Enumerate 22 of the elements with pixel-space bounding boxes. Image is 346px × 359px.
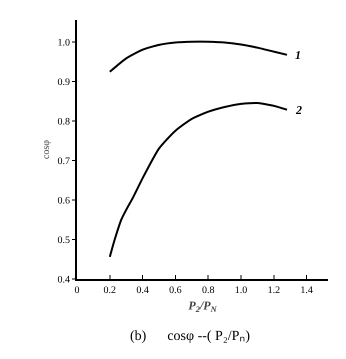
y-tick-label: 0.7: [58, 156, 70, 167]
y-axis-title: cosφ: [41, 140, 52, 160]
y-tick-label: 0.6: [58, 195, 70, 206]
x-tick-label: 0.2: [104, 285, 116, 296]
line-series: [108, 102, 288, 258]
y-tick-label: 0.8: [58, 116, 70, 128]
line-series: [108, 40, 288, 73]
x-tick-label: 0.6: [169, 285, 182, 296]
x-tick-label: 0.8: [202, 285, 214, 296]
y-tick-label: 0.9: [58, 76, 70, 88]
text: (b) cosφ --( P₂/Pₙ): [130, 329, 250, 344]
x-tick-label: 1.2: [268, 285, 280, 296]
y-tick-label: 0.5: [58, 234, 70, 246]
x-tick-label: 0: [74, 285, 80, 296]
x-tick-label: 0.4: [136, 285, 149, 296]
x-axis-title: P$_{2}$/P$_{N}$: [188, 298, 218, 314]
x-tick-label: 1.0: [234, 285, 248, 296]
x-tick-label: 1.4: [300, 285, 313, 296]
y-tick-label: 0.4: [58, 274, 70, 286]
series-label: 1: [295, 48, 301, 62]
series-label: 2: [295, 103, 302, 117]
y-tick-label: 1.0: [58, 37, 70, 48]
